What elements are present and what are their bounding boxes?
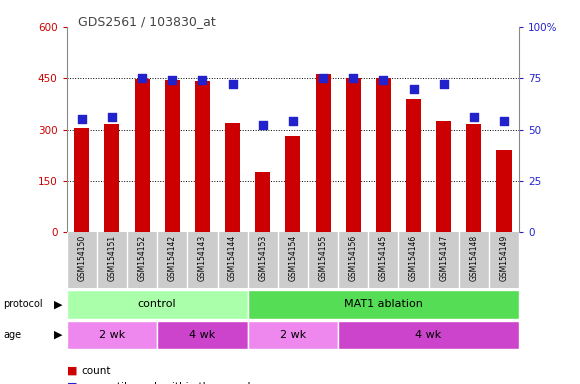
Point	[409, 85, 418, 91]
Bar	[376, 78, 391, 232]
Text: GSM154144: GSM154144	[228, 235, 237, 281]
Bar	[338, 321, 519, 349]
Point	[499, 118, 509, 124]
Bar	[165, 79, 180, 232]
Text: age: age	[3, 330, 21, 340]
Bar	[436, 121, 451, 232]
Point	[318, 75, 328, 81]
Text: 2 wk: 2 wk	[99, 330, 125, 340]
Text: GSM154146: GSM154146	[409, 235, 418, 281]
Bar	[466, 124, 481, 232]
Point	[349, 75, 358, 81]
Text: ■: ■	[67, 382, 77, 384]
Text: GSM154156: GSM154156	[349, 235, 358, 281]
Text: percentile rank within the sample: percentile rank within the sample	[81, 382, 257, 384]
Text: GSM154142: GSM154142	[168, 235, 177, 281]
Text: 2 wk: 2 wk	[280, 330, 306, 340]
Text: GDS2561 / 103830_at: GDS2561 / 103830_at	[78, 15, 216, 28]
Text: ■: ■	[67, 366, 77, 376]
Point	[168, 77, 177, 83]
Point	[137, 75, 147, 81]
Point	[288, 118, 298, 124]
Text: GSM154155: GSM154155	[318, 235, 328, 281]
Bar	[285, 136, 300, 232]
Text: GSM154152: GSM154152	[137, 235, 147, 281]
Text: GSM154151: GSM154151	[107, 235, 117, 281]
Text: GSM154148: GSM154148	[469, 235, 478, 281]
Bar	[248, 321, 338, 349]
Point	[258, 122, 267, 129]
Bar	[406, 99, 421, 232]
Text: GSM154153: GSM154153	[258, 235, 267, 281]
Bar	[316, 74, 331, 232]
Text: MAT1 ablation: MAT1 ablation	[344, 299, 423, 310]
Text: ▶: ▶	[54, 330, 62, 340]
Bar	[157, 321, 248, 349]
Text: GSM154147: GSM154147	[439, 235, 448, 281]
Text: count: count	[81, 366, 111, 376]
Text: 4 wk: 4 wk	[189, 330, 216, 340]
Text: ▶: ▶	[54, 299, 62, 310]
Bar	[104, 124, 119, 232]
Bar	[195, 81, 210, 232]
Bar	[255, 172, 270, 232]
Text: GSM154149: GSM154149	[499, 235, 509, 281]
Bar	[67, 290, 248, 319]
Text: GSM154145: GSM154145	[379, 235, 388, 281]
Text: GSM154154: GSM154154	[288, 235, 298, 281]
Text: protocol: protocol	[3, 299, 42, 310]
Text: GSM154150: GSM154150	[77, 235, 86, 281]
Text: control: control	[138, 299, 176, 310]
Point	[77, 116, 86, 122]
Point	[228, 81, 237, 88]
Point	[198, 77, 207, 83]
Point	[379, 77, 388, 83]
Bar	[496, 150, 512, 232]
Bar	[74, 128, 89, 232]
Bar	[225, 123, 240, 232]
Bar	[346, 78, 361, 232]
Bar	[135, 79, 150, 232]
Point	[469, 114, 478, 120]
Text: 4 wk: 4 wk	[415, 330, 442, 340]
Bar	[67, 321, 157, 349]
Bar	[248, 290, 519, 319]
Point	[439, 81, 448, 88]
Text: GSM154143: GSM154143	[198, 235, 207, 281]
Point	[107, 114, 117, 120]
